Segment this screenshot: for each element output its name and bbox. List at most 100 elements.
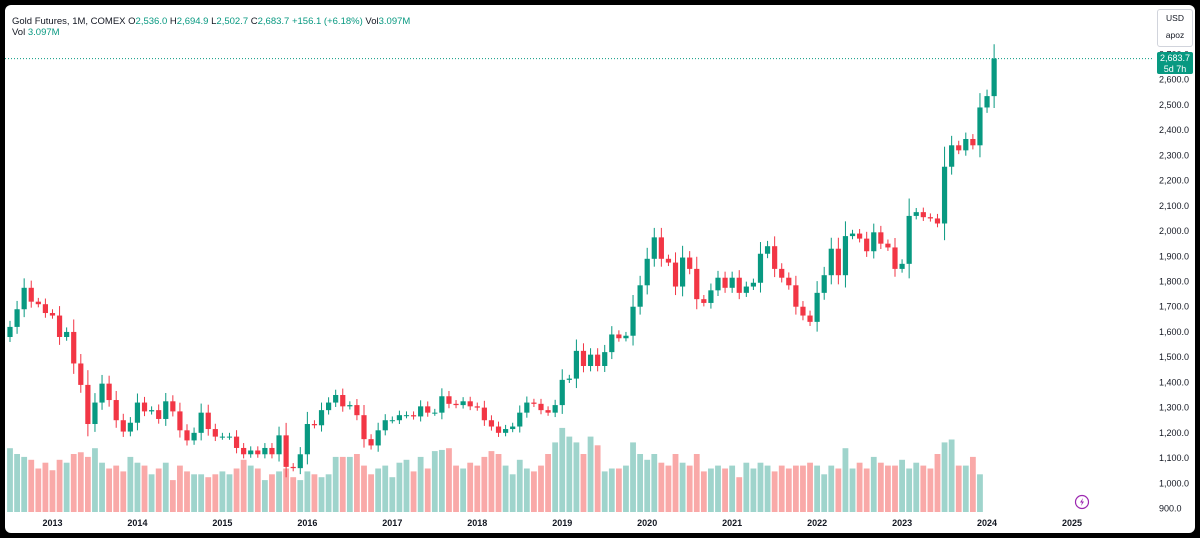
candle bbox=[481, 400, 487, 426]
candle-body bbox=[495, 426, 502, 433]
candle bbox=[283, 422, 289, 478]
candle-body bbox=[99, 383, 105, 403]
candle bbox=[906, 198, 912, 279]
candle-body bbox=[984, 96, 990, 108]
price-axis-label: 1,500.0 bbox=[1159, 352, 1189, 362]
candle bbox=[743, 281, 749, 297]
chart-panel[interactable]: 900.0 1,000.0 1,100.0 1,200.0 1,300.0 1,400.0… bbox=[5, 5, 1195, 533]
candle bbox=[163, 392, 169, 426]
candle-body bbox=[566, 378, 572, 380]
candle-body bbox=[78, 363, 84, 385]
candle bbox=[495, 421, 502, 437]
candle-body bbox=[113, 400, 119, 421]
time-axis[interactable]: 2013 2014 2015 2016 2017 2018 2019 2020 2021 2022… bbox=[42, 518, 1082, 528]
volume-bar bbox=[290, 477, 297, 512]
volume-bar bbox=[729, 465, 736, 512]
candle-body bbox=[821, 275, 827, 293]
candle-body bbox=[736, 277, 742, 293]
candle-body bbox=[538, 403, 544, 411]
candle bbox=[828, 237, 834, 285]
vol-value: 3.097M bbox=[27, 27, 60, 38]
price-axis-label: 2,400.0 bbox=[1159, 125, 1189, 135]
volume-bar bbox=[771, 471, 778, 512]
candle-body bbox=[573, 350, 579, 379]
volume-legend: Vol 3.097M bbox=[12, 27, 60, 38]
candle bbox=[580, 343, 587, 373]
unit-label[interactable]: apoz bbox=[1165, 30, 1185, 40]
volume-bar bbox=[899, 459, 905, 512]
candle-body bbox=[743, 286, 749, 293]
candle-body bbox=[849, 233, 856, 237]
volume-bar bbox=[453, 465, 459, 512]
candle bbox=[963, 132, 969, 156]
volume-bar bbox=[679, 462, 686, 512]
volume-bar bbox=[42, 462, 49, 512]
candle-body bbox=[750, 282, 756, 287]
volume-bar bbox=[920, 465, 927, 512]
candle-body bbox=[14, 309, 20, 327]
candle bbox=[184, 424, 190, 446]
volume-bar bbox=[134, 462, 141, 512]
candle bbox=[248, 446, 254, 458]
volume-bar bbox=[368, 474, 374, 512]
volume-bar bbox=[141, 465, 148, 512]
candle bbox=[934, 213, 941, 228]
volume-bar bbox=[821, 474, 828, 512]
candle bbox=[602, 344, 608, 372]
candle-body bbox=[311, 424, 318, 426]
price-axis-label: 2,100.0 bbox=[1159, 201, 1189, 211]
candle bbox=[269, 443, 275, 459]
price-axis-label: 1,700.0 bbox=[1159, 302, 1189, 312]
candle bbox=[149, 406, 155, 415]
candle bbox=[488, 415, 495, 431]
symbol-name[interactable]: Gold Futures, 1M, COMEX bbox=[12, 16, 126, 27]
candle bbox=[786, 272, 792, 290]
currency-unit-selector[interactable]: USD apoz bbox=[1157, 9, 1193, 47]
volume-bar bbox=[856, 462, 863, 512]
ohlc-legend: Gold Futures, 1M, COMEX O2,536.0 H2,694.… bbox=[12, 15, 410, 28]
candle bbox=[262, 443, 268, 459]
candle-body bbox=[517, 412, 523, 427]
volume-bar bbox=[49, 470, 56, 512]
candle bbox=[687, 251, 693, 275]
price-axis-label: 1,400.0 bbox=[1159, 377, 1189, 387]
currency-label[interactable]: USD bbox=[1166, 13, 1184, 23]
candle-body bbox=[396, 415, 402, 421]
volume-bar bbox=[431, 451, 438, 512]
last-price-value: 2,683.7 bbox=[1159, 53, 1191, 63]
volume-bar bbox=[927, 468, 934, 512]
volume-bar bbox=[438, 449, 445, 512]
candle bbox=[566, 374, 572, 384]
candle bbox=[878, 225, 884, 250]
volume-bar bbox=[785, 468, 792, 512]
candle bbox=[432, 408, 438, 416]
chart-canvas[interactable]: 900.0 1,000.0 1,100.0 1,200.0 1,300.0 1,400.0… bbox=[5, 5, 1195, 533]
volume-bar bbox=[106, 468, 113, 512]
volume-bar bbox=[481, 456, 488, 512]
price-axis-label: 2,300.0 bbox=[1159, 150, 1189, 160]
volume-bar bbox=[948, 439, 955, 512]
high-label: H bbox=[169, 16, 177, 27]
candle-body bbox=[28, 287, 34, 302]
time-axis-label: 2014 bbox=[127, 518, 147, 528]
candle bbox=[658, 227, 664, 267]
candle-body bbox=[552, 405, 558, 413]
price-axis[interactable]: 900.0 1,000.0 1,100.0 1,200.0 1,300.0 1,400.0… bbox=[1159, 50, 1189, 514]
last-price-tag: 2,683.7 5d 7h bbox=[1157, 52, 1193, 74]
volume-bar bbox=[587, 436, 594, 512]
candle-body bbox=[474, 406, 480, 408]
countdown-value: 5d 7h bbox=[1163, 63, 1187, 74]
candle bbox=[205, 404, 211, 436]
candle-body bbox=[233, 436, 240, 448]
price-axis-label: 2,200.0 bbox=[1159, 176, 1189, 186]
candle bbox=[106, 375, 112, 407]
volume-bar bbox=[396, 462, 403, 512]
vol-label[interactable]: Vol bbox=[12, 27, 26, 38]
close-label: C bbox=[250, 16, 258, 27]
candle-body bbox=[141, 402, 148, 412]
candle-body bbox=[106, 383, 112, 401]
flash-icon[interactable] bbox=[1074, 494, 1090, 510]
candle-body bbox=[410, 415, 417, 417]
candle bbox=[460, 397, 466, 409]
volume-bar bbox=[424, 468, 431, 512]
